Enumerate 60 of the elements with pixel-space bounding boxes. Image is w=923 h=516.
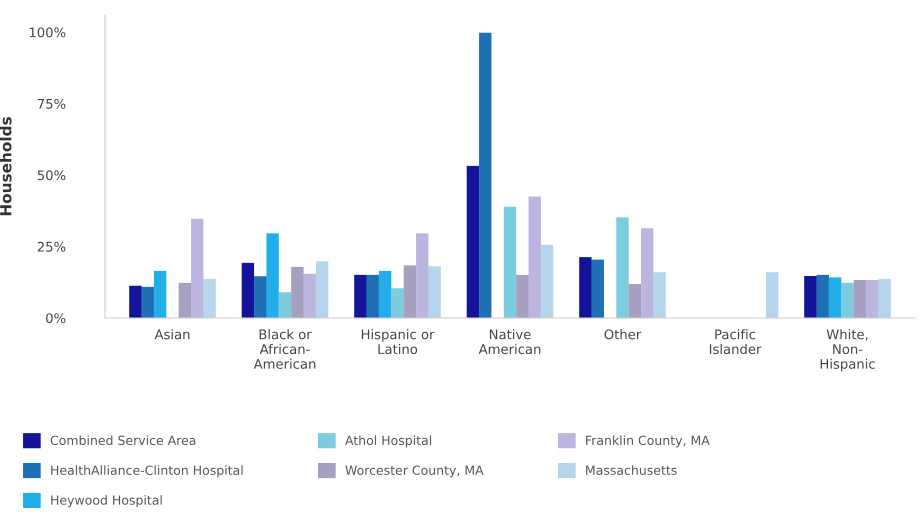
bar <box>278 292 292 318</box>
bar <box>378 270 392 318</box>
legend-label: Athol Hospital <box>345 435 432 448</box>
bar <box>766 272 778 318</box>
y-axis-title: Households <box>0 117 12 216</box>
bar <box>142 286 154 318</box>
bar <box>516 274 529 318</box>
bar <box>154 270 166 318</box>
y-tick-label: 25% <box>38 242 66 252</box>
bar <box>854 280 866 318</box>
legend-label: Franklin County, MA <box>586 435 710 448</box>
x-tick-label: Native American <box>478 329 540 354</box>
bar <box>416 233 428 318</box>
bar <box>628 284 642 318</box>
y-tick-label: 0% <box>46 313 66 324</box>
x-tick-label: Black or African-American <box>254 329 316 369</box>
bar <box>816 274 829 318</box>
bar <box>191 218 204 318</box>
bar <box>316 261 328 318</box>
x-tick-label: Asian <box>154 329 190 340</box>
y-tick-label: 75% <box>38 98 66 109</box>
bar <box>841 282 854 318</box>
legend-label: Massachusetts <box>586 465 677 475</box>
bar <box>592 260 604 318</box>
bar <box>129 286 142 318</box>
bar <box>504 206 516 318</box>
bar <box>304 274 316 318</box>
bar <box>804 276 817 318</box>
bar <box>203 278 216 318</box>
bar <box>366 274 379 318</box>
bar <box>528 196 541 318</box>
bar <box>866 280 878 318</box>
y-tick-label: 50% <box>38 170 66 180</box>
x-tick-label: Hispanic or Latino <box>362 329 434 354</box>
bar <box>653 272 666 318</box>
bar <box>266 233 279 318</box>
x-tick-label: Other <box>604 329 642 340</box>
bar <box>391 288 404 318</box>
x-tick-label: White, Non-Hispanic <box>820 329 875 372</box>
bar <box>641 228 654 318</box>
legend-label: HealthAlliance-Clinton Hospital <box>51 465 243 478</box>
bar <box>404 265 416 318</box>
bar <box>828 277 842 318</box>
bar <box>616 217 629 318</box>
bar <box>479 32 492 318</box>
bar <box>579 257 592 318</box>
bar <box>354 274 367 318</box>
bar <box>466 166 480 318</box>
x-tick-label: Pacific Islander <box>710 329 762 354</box>
bar <box>540 244 554 318</box>
legend-label: Heywood Hospital <box>51 495 162 508</box>
legend-label: Combined Service Area <box>50 435 196 446</box>
legend-label: Worcester County, MA <box>345 465 484 478</box>
bar <box>254 276 266 318</box>
bar <box>878 278 891 318</box>
bar <box>178 282 192 318</box>
y-tick-label: 100% <box>30 27 66 38</box>
bar <box>242 262 254 318</box>
bar <box>291 266 304 318</box>
bar <box>428 266 441 318</box>
